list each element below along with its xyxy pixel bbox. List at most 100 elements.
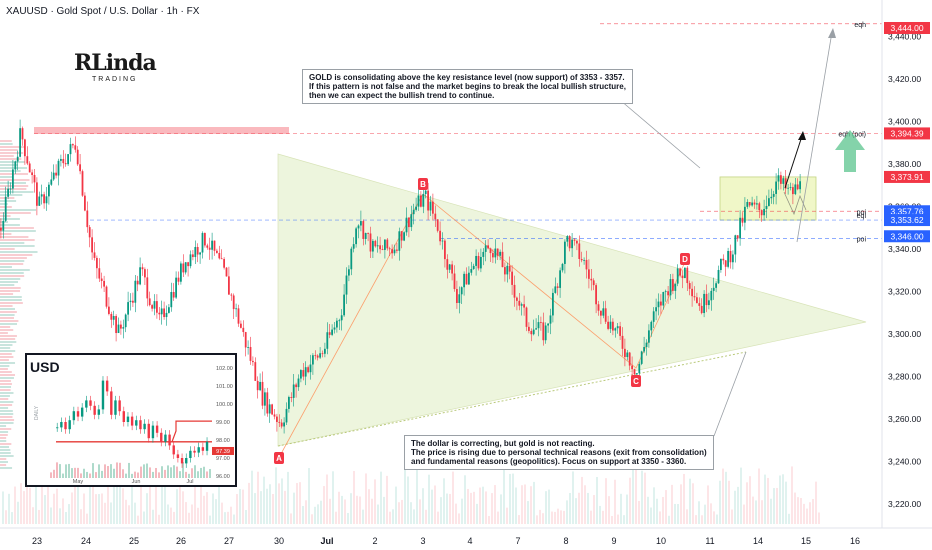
volume-bar: [527, 501, 529, 524]
usd-candle-body: [101, 380, 105, 410]
candle-body: [674, 283, 677, 291]
volume-bar: [512, 473, 514, 524]
candle-body: [115, 316, 117, 334]
usd-candle-body: [147, 423, 150, 439]
volume-bar: [713, 511, 715, 524]
candle-body: [194, 246, 197, 258]
volume-bar: [230, 506, 232, 524]
volume-bar: [554, 511, 556, 524]
candle-body: [2, 220, 5, 231]
candle-body: [403, 232, 405, 241]
volume-bar: [317, 504, 319, 524]
volume-profile-bar: [0, 158, 22, 160]
volume-bar: [506, 507, 508, 524]
pattern-marker: B: [418, 178, 428, 190]
candle-body: [698, 303, 701, 306]
volume-bar: [32, 507, 34, 524]
logo-main-text: RLinda: [74, 50, 157, 76]
candle-body: [79, 164, 81, 172]
usd-volume-bar: [191, 468, 193, 478]
price-tick-label: 3,340.00: [888, 244, 921, 254]
price-tick-label: 3,260.00: [888, 414, 921, 424]
candle-body: [372, 240, 374, 252]
usd-volume-bar: [77, 467, 79, 478]
volume-bar: [641, 470, 643, 524]
candle-body: [86, 210, 89, 228]
volume-bar: [365, 473, 367, 524]
callout-top-line: If this pattern is not false and the mar…: [309, 82, 626, 91]
volume-bar: [464, 475, 466, 524]
candle-body: [271, 404, 273, 415]
volume-profile-bar: [0, 452, 11, 454]
volume-bar: [629, 477, 631, 524]
volume-profile-bar: [0, 374, 16, 376]
volume-bar: [296, 483, 298, 524]
volume-profile-bar: [0, 347, 11, 349]
volume-bar: [206, 492, 208, 524]
candle-body: [134, 280, 137, 303]
volume-profile-bar: [0, 350, 16, 352]
candle-body: [309, 364, 312, 373]
volume-profile-bar: [0, 236, 29, 238]
candle-body: [0, 227, 2, 231]
candle-body: [412, 209, 415, 215]
volume-profile-bar: [0, 299, 22, 301]
volume-bar: [236, 494, 238, 524]
volume-bar: [188, 512, 190, 524]
volume-bar: [551, 511, 553, 524]
volume-profile-bar: [0, 227, 34, 229]
usd-volume-bar: [113, 468, 115, 478]
candle-body: [367, 233, 369, 234]
usd-volume-bar: [50, 472, 52, 478]
volume-bar: [461, 498, 463, 524]
volume-bar: [764, 474, 766, 524]
candle-body: [700, 305, 703, 314]
candle-body: [278, 421, 281, 423]
candle-body: [206, 245, 209, 248]
volume-profile-bar: [0, 248, 15, 250]
volume-bar: [815, 481, 817, 524]
usd-volume-bar: [209, 469, 211, 478]
candle-body: [192, 254, 194, 258]
volume-bar: [662, 496, 664, 524]
candle-body: [230, 294, 233, 296]
candle-body: [393, 249, 396, 254]
usd-candle-body: [80, 407, 84, 417]
volume-profile-bar: [0, 413, 14, 415]
volume-bar: [20, 483, 22, 524]
candle-body: [117, 324, 120, 334]
price-tick-label: 3,440.00: [888, 32, 921, 42]
candle-body: [31, 172, 33, 175]
time-tick-label: 30: [274, 536, 284, 546]
volume-profile-bar: [0, 305, 13, 307]
candle-body: [384, 239, 386, 250]
candle-body: [324, 348, 326, 354]
candle-body: [242, 327, 245, 333]
volume-profile-bar: [0, 338, 16, 340]
volume-bar: [638, 500, 640, 524]
usd-candle-body: [118, 400, 121, 412]
candle-body: [744, 206, 746, 223]
pattern-marker-bg: [680, 253, 690, 265]
volume-bar: [50, 507, 52, 524]
candle-body: [120, 324, 122, 329]
candle-body: [223, 259, 225, 268]
candle-body: [7, 188, 9, 197]
volume-bar: [458, 513, 460, 524]
candle-body: [280, 422, 283, 427]
candle-body: [132, 300, 134, 303]
volume-profile-bar: [0, 152, 24, 154]
volume-profile-bar: [0, 167, 28, 169]
volume-bar: [443, 478, 445, 524]
volume-bar: [62, 498, 64, 524]
projection-zigzag: [783, 191, 807, 216]
usd-candle-body: [97, 409, 101, 415]
price-tick-label: 3,300.00: [888, 329, 921, 339]
usd-volume-bar: [152, 471, 154, 478]
volume-bar: [293, 492, 295, 524]
volume-bar: [626, 494, 628, 524]
price-tick-label: 3,220.00: [888, 499, 921, 509]
usd-candle-body: [205, 441, 209, 451]
candle-body: [549, 315, 552, 324]
volume-profile-bar: [0, 230, 36, 232]
